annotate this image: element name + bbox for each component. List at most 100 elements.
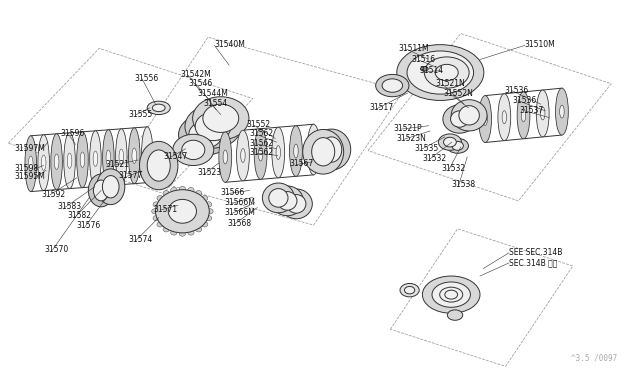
Ellipse shape bbox=[443, 105, 476, 133]
Text: 31562: 31562 bbox=[250, 139, 274, 148]
Ellipse shape bbox=[241, 148, 245, 163]
Ellipse shape bbox=[312, 138, 335, 166]
Ellipse shape bbox=[185, 105, 241, 148]
Text: 31566M: 31566M bbox=[224, 198, 255, 207]
Ellipse shape bbox=[119, 149, 124, 164]
Ellipse shape bbox=[157, 196, 163, 201]
Ellipse shape bbox=[116, 129, 127, 185]
Text: 31556: 31556 bbox=[134, 74, 159, 83]
Ellipse shape bbox=[25, 136, 36, 192]
Ellipse shape bbox=[157, 222, 163, 227]
Ellipse shape bbox=[420, 67, 428, 71]
Text: 31583: 31583 bbox=[58, 202, 82, 211]
Ellipse shape bbox=[321, 137, 342, 162]
Ellipse shape bbox=[219, 132, 232, 182]
Ellipse shape bbox=[132, 148, 136, 163]
Text: 31547: 31547 bbox=[163, 152, 188, 161]
Ellipse shape bbox=[432, 282, 470, 307]
Ellipse shape bbox=[93, 180, 109, 201]
Ellipse shape bbox=[259, 147, 263, 161]
Ellipse shape bbox=[404, 286, 415, 294]
Text: 31567: 31567 bbox=[289, 159, 314, 168]
Ellipse shape bbox=[556, 88, 568, 135]
Ellipse shape bbox=[153, 202, 159, 207]
Ellipse shape bbox=[80, 152, 84, 167]
Ellipse shape bbox=[129, 128, 140, 184]
Text: 31552: 31552 bbox=[246, 120, 271, 129]
Text: 31554: 31554 bbox=[204, 99, 228, 108]
Text: 31546: 31546 bbox=[189, 79, 213, 88]
Ellipse shape bbox=[54, 154, 59, 169]
Text: 31562: 31562 bbox=[250, 148, 274, 157]
Text: 31540M: 31540M bbox=[214, 40, 245, 49]
Ellipse shape bbox=[202, 222, 208, 227]
Ellipse shape bbox=[536, 90, 549, 137]
Text: 31566: 31566 bbox=[221, 188, 245, 197]
Ellipse shape bbox=[438, 134, 461, 150]
Ellipse shape bbox=[447, 310, 463, 320]
Ellipse shape bbox=[152, 104, 165, 112]
Ellipse shape bbox=[179, 114, 232, 155]
Ellipse shape bbox=[287, 195, 306, 213]
Text: 31532: 31532 bbox=[442, 164, 466, 173]
Ellipse shape bbox=[376, 74, 409, 97]
Ellipse shape bbox=[188, 230, 194, 235]
Ellipse shape bbox=[203, 104, 239, 132]
Ellipse shape bbox=[195, 112, 231, 141]
Text: SEE SEC.314B: SEE SEC.314B bbox=[509, 248, 562, 257]
Ellipse shape bbox=[254, 129, 267, 179]
Ellipse shape bbox=[147, 101, 170, 115]
Ellipse shape bbox=[102, 130, 114, 186]
Ellipse shape bbox=[452, 141, 463, 150]
Ellipse shape bbox=[145, 147, 150, 163]
Text: 31576: 31576 bbox=[77, 221, 101, 230]
Ellipse shape bbox=[382, 79, 403, 92]
Text: SEC.314B 参照: SEC.314B 参照 bbox=[509, 259, 557, 267]
Ellipse shape bbox=[205, 202, 212, 207]
Ellipse shape bbox=[424, 57, 469, 88]
Ellipse shape bbox=[171, 230, 177, 235]
Text: 31523: 31523 bbox=[197, 169, 221, 177]
Ellipse shape bbox=[517, 92, 530, 139]
Ellipse shape bbox=[77, 132, 88, 187]
Text: 31592: 31592 bbox=[42, 190, 66, 199]
Ellipse shape bbox=[303, 129, 344, 174]
Ellipse shape bbox=[289, 126, 302, 176]
Ellipse shape bbox=[459, 106, 479, 125]
Ellipse shape bbox=[141, 127, 153, 183]
Ellipse shape bbox=[447, 138, 468, 153]
Ellipse shape bbox=[195, 190, 202, 196]
Ellipse shape bbox=[152, 209, 158, 214]
Text: 31562: 31562 bbox=[250, 129, 274, 138]
Ellipse shape bbox=[276, 145, 280, 160]
Ellipse shape bbox=[422, 276, 480, 313]
Ellipse shape bbox=[271, 186, 303, 216]
Ellipse shape bbox=[272, 127, 285, 178]
Ellipse shape bbox=[262, 183, 294, 213]
Ellipse shape bbox=[483, 113, 488, 125]
Ellipse shape bbox=[171, 187, 177, 193]
Ellipse shape bbox=[168, 199, 196, 223]
Text: 31597M: 31597M bbox=[14, 144, 45, 153]
Ellipse shape bbox=[312, 129, 351, 170]
Ellipse shape bbox=[182, 140, 205, 160]
Text: 31574: 31574 bbox=[128, 235, 152, 244]
Text: 31538: 31538 bbox=[451, 180, 476, 189]
Ellipse shape bbox=[237, 130, 250, 181]
Text: 31577: 31577 bbox=[118, 171, 143, 180]
Text: 31596: 31596 bbox=[61, 129, 85, 138]
Ellipse shape bbox=[163, 227, 170, 232]
Ellipse shape bbox=[445, 290, 458, 299]
Text: ^3.5 /0097: ^3.5 /0097 bbox=[572, 354, 618, 363]
Text: 31514: 31514 bbox=[420, 66, 444, 75]
Ellipse shape bbox=[193, 97, 249, 140]
Ellipse shape bbox=[140, 141, 178, 190]
Text: 31536: 31536 bbox=[504, 86, 529, 94]
Ellipse shape bbox=[179, 231, 186, 236]
Text: 31523N: 31523N bbox=[397, 134, 427, 143]
Text: 31521P: 31521P bbox=[394, 124, 422, 133]
Ellipse shape bbox=[188, 187, 194, 193]
Ellipse shape bbox=[307, 124, 320, 175]
Text: 31571: 31571 bbox=[154, 205, 178, 214]
Text: 31598: 31598 bbox=[14, 164, 38, 173]
